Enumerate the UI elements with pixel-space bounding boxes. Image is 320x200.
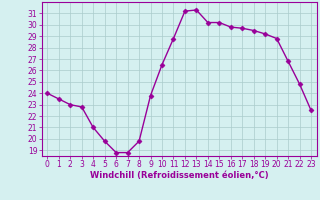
- X-axis label: Windchill (Refroidissement éolien,°C): Windchill (Refroidissement éolien,°C): [90, 171, 268, 180]
